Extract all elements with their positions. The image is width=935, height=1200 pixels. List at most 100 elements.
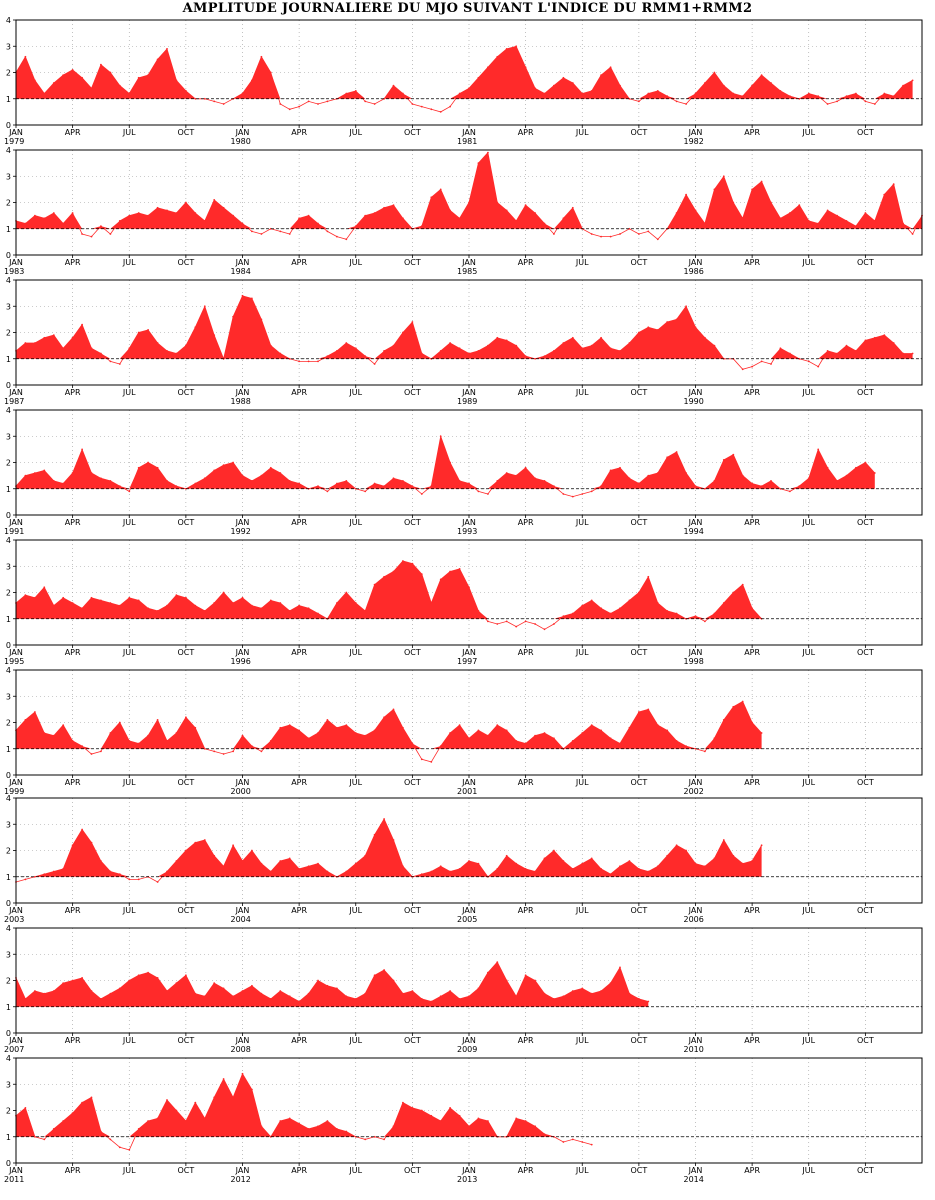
data-point	[128, 214, 131, 217]
data-point	[741, 474, 744, 477]
data-point	[222, 753, 225, 755]
data-point	[722, 175, 725, 178]
data-point	[100, 750, 102, 753]
data-point	[109, 480, 112, 482]
data-point	[213, 469, 216, 472]
data-point	[864, 100, 867, 103]
data-point	[213, 100, 216, 103]
y-tick-label: 3	[6, 432, 11, 441]
x-year-label: 2001	[457, 787, 477, 796]
data-point	[892, 183, 895, 186]
data-point	[647, 230, 650, 233]
x-month-label: OCT	[857, 1036, 874, 1045]
data-point	[883, 193, 886, 196]
data-point	[156, 342, 159, 344]
data-point	[420, 493, 423, 495]
data-point	[90, 1096, 93, 1099]
data-point	[147, 214, 150, 217]
y-tick-label: 4	[6, 924, 11, 933]
data-point	[826, 103, 829, 105]
data-point	[600, 485, 602, 487]
data-point	[52, 480, 55, 482]
y-tick-label: 1	[6, 225, 11, 234]
data-point	[524, 868, 527, 870]
x-month-label: JUL	[122, 128, 136, 137]
data-point	[543, 222, 546, 225]
data-point	[34, 711, 36, 713]
data-point	[402, 865, 404, 868]
data-point	[279, 472, 282, 474]
data-point	[704, 750, 706, 753]
amplitude-line	[15, 1072, 592, 1151]
x-month-label: OCT	[177, 778, 194, 787]
data-point	[845, 220, 848, 222]
data-point	[732, 92, 735, 95]
data-point	[902, 352, 904, 355]
data-point	[732, 854, 735, 857]
chart-title: AMPLITUDE JOURNALIERE DU MJO SUIVANT L'I…	[182, 1, 753, 16]
data-point	[392, 708, 395, 711]
data-point	[411, 990, 414, 992]
data-point	[128, 347, 131, 350]
data-point	[609, 982, 612, 984]
x-month-label: APR	[744, 388, 760, 397]
data-point	[364, 214, 367, 217]
data-point	[175, 982, 178, 984]
data-point	[590, 724, 593, 726]
data-point	[373, 363, 376, 365]
amplitude-line	[15, 45, 913, 113]
data-point	[600, 235, 602, 238]
data-point	[468, 737, 470, 740]
data-point	[779, 347, 782, 350]
x-month-label: JAN	[235, 906, 250, 915]
data-point	[354, 225, 357, 228]
data-point	[62, 1120, 65, 1122]
x-month-label: APR	[744, 1166, 760, 1175]
data-point	[751, 860, 753, 862]
y-tick-label: 3	[6, 562, 11, 571]
x-month-label: JAN	[8, 128, 23, 137]
data-point	[590, 1143, 593, 1146]
data-point	[156, 58, 159, 61]
data-point	[581, 732, 584, 734]
data-point	[628, 860, 631, 862]
data-point	[789, 95, 791, 97]
data-point	[241, 596, 244, 599]
data-point	[873, 103, 876, 105]
data-point	[147, 734, 150, 737]
data-point	[515, 474, 518, 477]
data-point	[656, 238, 659, 241]
y-tick-label: 0	[6, 511, 11, 520]
data-point	[458, 568, 461, 570]
data-point	[458, 1114, 461, 1117]
data-point	[147, 461, 150, 464]
data-point	[562, 995, 565, 998]
data-point	[137, 1128, 140, 1130]
data-point	[439, 578, 442, 581]
data-point	[34, 596, 36, 599]
data-point	[24, 594, 27, 596]
data-point	[52, 212, 55, 214]
data-point	[741, 700, 744, 703]
data-point	[883, 92, 886, 95]
x-month-label: OCT	[177, 518, 194, 527]
data-point	[892, 342, 895, 344]
data-point	[166, 48, 168, 50]
data-point	[203, 477, 206, 480]
data-point	[581, 862, 584, 865]
data-point	[600, 336, 602, 339]
data-point	[571, 990, 574, 992]
data-point	[232, 315, 235, 318]
data-point	[685, 745, 687, 747]
data-point	[326, 984, 329, 987]
x-month-label: APR	[65, 648, 81, 657]
data-point	[175, 1109, 178, 1112]
data-point	[477, 490, 480, 493]
data-point	[468, 860, 470, 862]
x-month-label: JAN	[235, 258, 250, 267]
data-point	[477, 862, 480, 865]
data-point	[845, 95, 848, 97]
data-point	[354, 90, 357, 92]
data-point	[524, 204, 527, 207]
data-point	[694, 615, 697, 617]
